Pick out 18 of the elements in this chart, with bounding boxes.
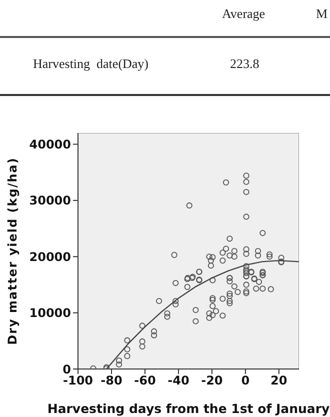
x-tick-label: 20 bbox=[270, 374, 288, 388]
y-tick-label: 30000 bbox=[29, 194, 71, 208]
y-tick-label: 20000 bbox=[29, 250, 71, 264]
y-tick-label: 0 bbox=[62, 362, 71, 376]
y-axis-title: Dry matter yield (kg/ha) bbox=[5, 157, 20, 345]
text: M bbox=[316, 6, 328, 22]
text: 223.8 bbox=[230, 56, 260, 72]
x-tick-label: -20 bbox=[201, 374, 223, 388]
x-tick-label: -40 bbox=[168, 374, 190, 388]
x-tick-label: -100 bbox=[62, 374, 94, 388]
x-tick-label: -80 bbox=[100, 374, 122, 388]
text: Harvesting date(Day) bbox=[33, 56, 149, 72]
x-tick-label: -60 bbox=[134, 374, 156, 388]
text: Average bbox=[222, 6, 266, 22]
x-tick-label: 0 bbox=[241, 374, 250, 388]
y-tick-label: 40000 bbox=[29, 138, 71, 152]
y-tick-label: 10000 bbox=[29, 306, 71, 320]
x-axis-title: Harvesting days from the 1st of January bbox=[47, 401, 330, 416]
